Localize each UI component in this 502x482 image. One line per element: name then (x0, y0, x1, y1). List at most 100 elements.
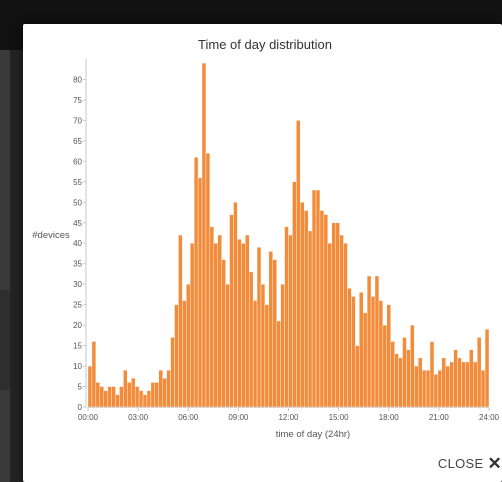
histogram-bar (453, 349, 458, 408)
histogram-bar (245, 234, 250, 408)
y-tick-label: 5 (78, 383, 83, 392)
histogram-bar (304, 210, 309, 408)
histogram-bar (288, 234, 293, 408)
close-label: CLOSE (437, 456, 484, 471)
histogram-bar (406, 349, 411, 408)
histogram-bar (209, 226, 215, 408)
x-tick-label: 24:00 (479, 413, 500, 422)
y-axis-label: #devices (32, 230, 70, 241)
histogram-bar (248, 271, 254, 408)
y-tick-label: 0 (78, 403, 83, 412)
histogram-bar (445, 365, 450, 408)
histogram-bar (221, 259, 226, 408)
histogram-bar (449, 361, 454, 408)
histogram-bar (146, 390, 152, 408)
histogram-bar (319, 210, 325, 408)
histogram-bar (370, 296, 376, 408)
y-axis: 0 5 10 15 20 25 30 35 40 45 50 55 60 65 70 75 80 (73, 59, 87, 412)
y-tick-label: 70 (73, 116, 82, 125)
histogram-bar (473, 361, 478, 408)
histogram-bar (414, 365, 419, 408)
y-tick-label: 15 (73, 342, 82, 351)
histogram-bar (457, 357, 462, 408)
histogram-bar (323, 214, 329, 408)
histogram-bar (229, 214, 234, 408)
histogram-bar (170, 337, 175, 408)
histogram-bar (429, 341, 435, 408)
y-tick-label: 20 (73, 321, 82, 330)
histogram-bar (311, 189, 317, 408)
histogram-bar (178, 234, 183, 408)
background-sidebar (0, 50, 10, 482)
x-tick-label: 12:00 (278, 413, 299, 422)
x-tick-label: 03:00 (128, 413, 149, 422)
histogram-bar (201, 62, 207, 408)
y-tick-label: 60 (73, 157, 82, 166)
histogram-bar (351, 296, 356, 408)
histogram-bar (465, 361, 470, 408)
y-tick-label: 75 (73, 96, 82, 105)
x-axis-label: time of day (24hr) (276, 429, 350, 440)
chart-title: Time of day distribution (198, 37, 332, 52)
histogram-bar (138, 390, 144, 408)
histogram-bar (433, 374, 439, 408)
x-tick-label: 00:00 (78, 413, 99, 422)
background-sidebar-panel (0, 290, 10, 390)
histogram-bar (103, 390, 108, 408)
histogram-bar (264, 304, 270, 408)
histogram-bar (355, 345, 360, 408)
histogram-bar (366, 275, 372, 408)
histogram-bar (339, 234, 344, 408)
histogram-bar (107, 386, 112, 408)
histogram-bar (469, 349, 474, 408)
histogram-bar (480, 369, 486, 408)
y-tick-label: 50 (73, 198, 82, 207)
histogram-bar (484, 329, 490, 408)
histogram-bar (284, 226, 289, 408)
histogram-bar (362, 312, 368, 408)
histogram-bar (186, 283, 191, 408)
histogram-bar (343, 243, 348, 408)
histogram-bar (225, 283, 230, 408)
time-of-day-modal: Time of day distribution #devices time o… (23, 24, 502, 482)
y-tick-label: 25 (73, 301, 82, 310)
histogram-bar (292, 181, 297, 408)
close-icon: ✕ (487, 454, 502, 473)
close-button[interactable]: CLOSE ✕ (438, 455, 502, 472)
histogram-bar (425, 369, 431, 408)
histogram-bar (123, 369, 128, 408)
histogram-bar (174, 304, 179, 408)
histogram-bar (197, 177, 203, 408)
histogram-bar (307, 230, 313, 408)
y-tick-label: 45 (73, 219, 82, 228)
histogram-bar (91, 341, 97, 408)
x-tick-label: 15:00 (329, 413, 350, 422)
histogram-bar (213, 243, 218, 408)
histogram-bar (398, 357, 403, 408)
histogram-bar (252, 300, 258, 408)
histogram-bar (166, 369, 171, 408)
histogram-bar (441, 357, 446, 408)
histogram-bar (382, 324, 387, 408)
histogram-bar (410, 324, 415, 408)
histogram-bar (260, 283, 266, 408)
histogram-bar (87, 365, 93, 408)
x-tick-label: 06:00 (178, 413, 199, 422)
histogram-bar (280, 283, 285, 408)
histogram-bar (134, 386, 140, 408)
histogram-bar (390, 341, 395, 408)
time-of-day-chart: Time of day distribution #devices time o… (32, 37, 500, 440)
histogram-bar (115, 394, 120, 408)
histogram-bar (182, 300, 187, 408)
histogram-bar (347, 288, 352, 408)
bar-series (87, 62, 490, 408)
histogram-bar (378, 300, 384, 408)
histogram-bar (99, 386, 104, 408)
histogram-bar (394, 353, 399, 408)
histogram-bar (272, 259, 277, 408)
histogram-bar (327, 243, 332, 408)
histogram-bar (162, 378, 167, 408)
histogram-bar (158, 369, 163, 408)
histogram-bar (335, 222, 340, 408)
x-tick-label: 18:00 (379, 413, 400, 422)
